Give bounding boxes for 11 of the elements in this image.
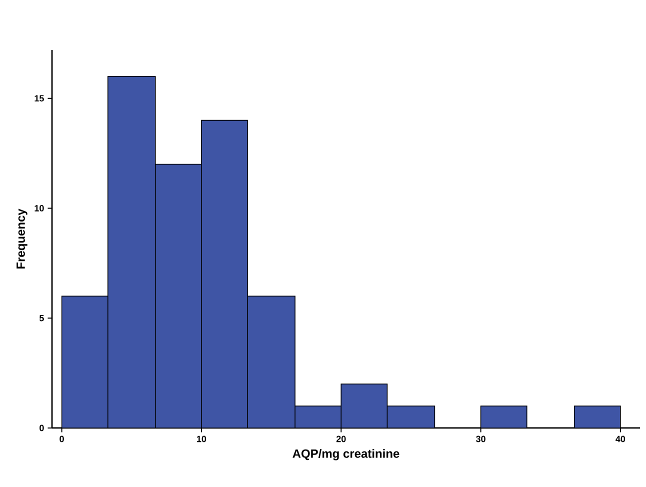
y-tick-label: 10: [34, 205, 44, 212]
x-tick-label: 20: [336, 436, 346, 442]
y-tick-label: 5: [39, 314, 44, 322]
y-tick-label: 0: [40, 424, 44, 432]
x-tick-label: 0: [60, 436, 64, 442]
x-axis-title: AQP/mg creatinine: [292, 449, 400, 460]
y-axis-title: Frequency: [16, 208, 28, 269]
y-tick-label: 15: [34, 95, 44, 102]
x-tick-label: 40: [616, 436, 626, 442]
x-tick-label: 10: [197, 436, 206, 442]
x-tick-label: 30: [476, 436, 486, 442]
